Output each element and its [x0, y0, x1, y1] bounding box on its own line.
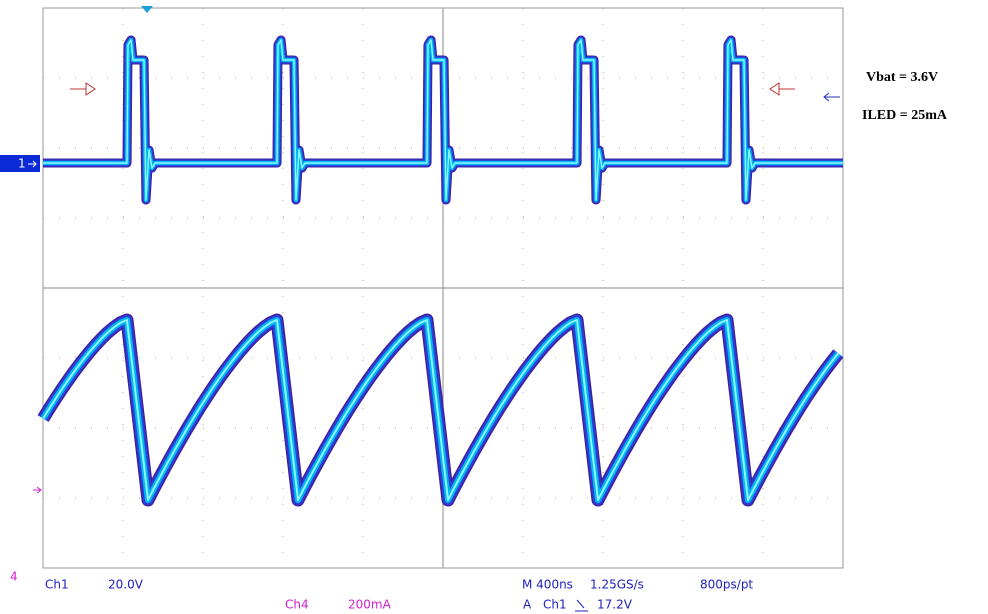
ch4-scale: 200mA [348, 598, 392, 612]
sample-rate: 1.25GS/s [590, 578, 644, 592]
resolution: 800ps/pt [700, 578, 753, 592]
graticule-frame [42, 7, 844, 569]
ch1-arrow [28, 160, 37, 168]
trigger-slope-icon [575, 599, 588, 612]
ch4-offset-arrow [33, 486, 42, 494]
left-cursor-arrow [70, 82, 96, 96]
waveforms [37, 35, 844, 507]
ch1-marker: 1 [18, 157, 26, 171]
vbat-note: Vbat = 3.6V [866, 70, 938, 85]
timebase: M 400ns [522, 578, 573, 592]
trigger-level-arrow [823, 92, 840, 102]
iled-note: ILED = 25mA [862, 108, 948, 123]
trigger-position [141, 6, 153, 13]
ch4-marker: 4 [10, 570, 18, 584]
ch1-marker-box [0, 155, 40, 172]
ch1-scale: 20.0V [108, 578, 144, 592]
ch1-label: Ch1 [45, 578, 69, 592]
right-cursor-arrow [769, 82, 795, 96]
trigger-level: 17.2V [597, 598, 633, 612]
ch4-label: Ch4 [285, 598, 309, 612]
trigger-source: Ch1 [543, 598, 567, 612]
trigger-mode: A [523, 598, 532, 612]
ch1-waveform [43, 39, 843, 201]
ch4-waveform [42, 319, 840, 501]
